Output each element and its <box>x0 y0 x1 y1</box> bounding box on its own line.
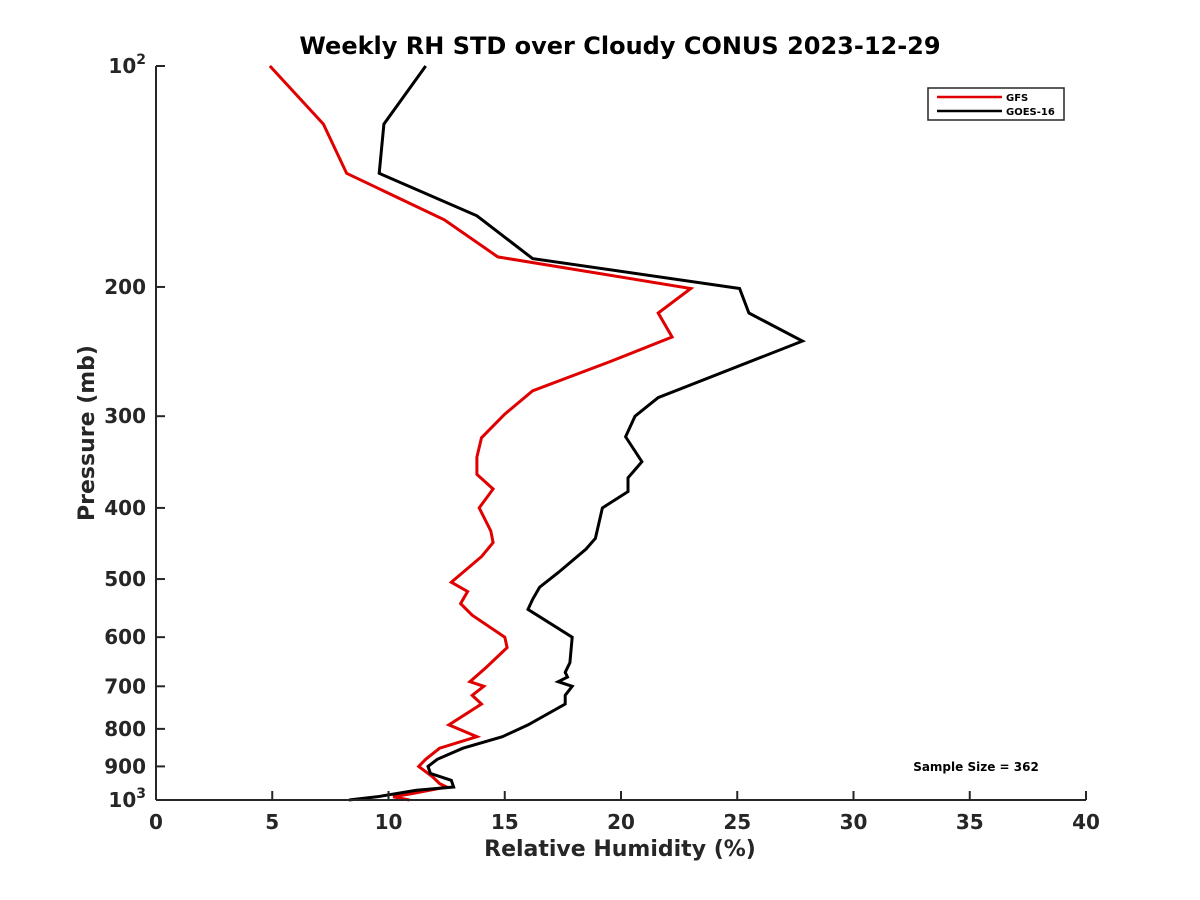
y-tick-label: 103 <box>108 786 146 812</box>
series-line-goes-16 <box>348 65 807 802</box>
legend: GFS GOES-16 <box>927 87 1065 121</box>
y-tick-label: 200 <box>104 275 146 299</box>
x-tick-label: 10 <box>375 810 403 834</box>
y-tick-base: 10 <box>108 788 136 812</box>
chart-title: Weekly RH STD over Cloudy CONUS 2023-12-… <box>299 32 940 60</box>
y-tick-label: 300 <box>104 404 146 428</box>
x-tick-label: 0 <box>149 810 163 834</box>
y-axis-label: Pressure (mb) <box>75 345 100 521</box>
x-tick-label: 15 <box>491 810 519 834</box>
legend-box <box>927 87 1065 121</box>
sample-size-annotation: Sample Size = 362 <box>913 760 1039 774</box>
x-tick-label: 30 <box>840 810 868 834</box>
series-layer <box>268 64 807 802</box>
y-tick-label: 800 <box>104 717 146 741</box>
y-tick-label: 700 <box>104 674 146 698</box>
x-tick-label: 25 <box>723 810 751 834</box>
x-axis-label: Relative Humidity (%) <box>484 837 756 862</box>
y-tick-base: 10 <box>108 54 136 78</box>
y-tick-label: 900 <box>104 754 146 778</box>
y-tick-label: 600 <box>104 625 146 649</box>
y-tick-exponent: 3 <box>136 786 146 802</box>
x-tick-label: 35 <box>956 810 984 834</box>
x-tick-label: 20 <box>607 810 635 834</box>
legend-label-goes-16: GOES-16 <box>1006 107 1055 118</box>
series-line-gfs <box>268 64 695 802</box>
x-ticks: 0 5 10 15 20 25 30 35 40 <box>149 791 1100 834</box>
y-tick-label: 400 <box>104 496 146 520</box>
y-tick-label: 102 <box>108 52 146 78</box>
legend-label-gfs: GFS <box>1006 93 1028 104</box>
y-tick-label: 500 <box>104 567 146 591</box>
x-tick-label: 5 <box>265 810 279 834</box>
x-tick-label: 40 <box>1072 810 1100 834</box>
y-tick-exponent: 2 <box>136 52 146 68</box>
